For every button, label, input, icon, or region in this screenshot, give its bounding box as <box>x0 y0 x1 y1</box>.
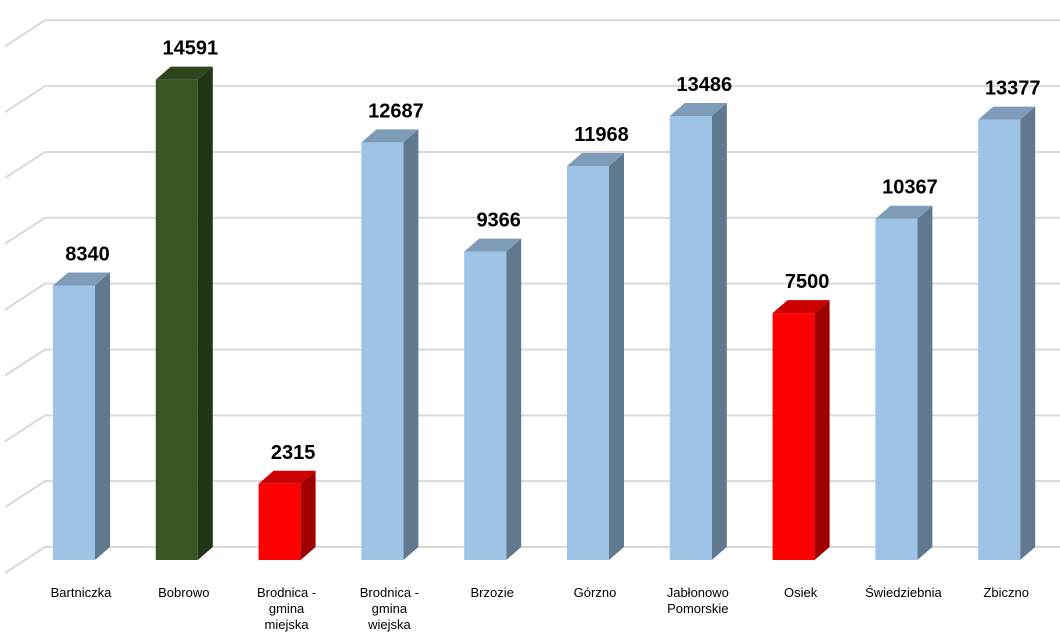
bar-front <box>155 79 198 561</box>
gridlines <box>4 19 1060 574</box>
bar-top <box>875 205 933 219</box>
value-labels: 8340 14591 2315 12687 9366 11968 13486 7500 1036… <box>65 38 1040 464</box>
bar-top <box>361 129 419 143</box>
bar <box>155 66 213 561</box>
value-label: 13377 <box>985 78 1041 100</box>
bar <box>361 129 419 560</box>
bar <box>978 106 1036 561</box>
bar-front <box>875 218 918 560</box>
value-label: 14591 <box>162 38 218 60</box>
value-label: 12687 <box>368 100 424 122</box>
bar-front <box>567 166 609 561</box>
bar-front <box>978 119 1021 561</box>
bar <box>875 205 933 560</box>
bar-front <box>464 251 507 561</box>
bar-front <box>772 313 815 560</box>
gridline <box>4 19 1060 48</box>
bar <box>464 238 522 561</box>
bar-front <box>361 142 404 560</box>
bar-top <box>567 153 624 167</box>
bar-side <box>711 103 727 560</box>
bar-side <box>609 153 624 561</box>
bars <box>53 66 1036 561</box>
bar-front <box>258 483 301 560</box>
bar <box>772 300 830 560</box>
bar-side <box>917 205 933 560</box>
value-label: 7500 <box>785 271 830 293</box>
value-label: 8340 <box>65 243 110 265</box>
value-label: 13486 <box>676 74 732 96</box>
gridline <box>4 85 1060 113</box>
bar-top <box>669 103 727 117</box>
bar-side <box>403 129 419 560</box>
bar-top <box>155 66 213 80</box>
bar-top <box>772 300 830 314</box>
bar <box>258 470 316 560</box>
value-label: 11968 <box>574 124 629 146</box>
bar <box>53 272 110 560</box>
bar-side <box>300 470 316 560</box>
bar <box>669 103 727 560</box>
value-label: 2315 <box>271 442 316 464</box>
bar-side <box>1020 106 1036 561</box>
bar-top <box>464 238 522 252</box>
bar-side <box>814 300 830 560</box>
bar-front <box>53 285 95 560</box>
value-label: 10367 <box>882 177 938 199</box>
bar-front <box>669 116 712 560</box>
bar-top <box>258 470 316 484</box>
bar-side <box>506 238 522 561</box>
value-label: 9366 <box>476 210 521 232</box>
bar-side <box>95 272 110 560</box>
bar-side <box>197 66 213 561</box>
bar-top <box>978 106 1036 120</box>
bar-top <box>53 272 110 286</box>
bar <box>567 153 624 561</box>
